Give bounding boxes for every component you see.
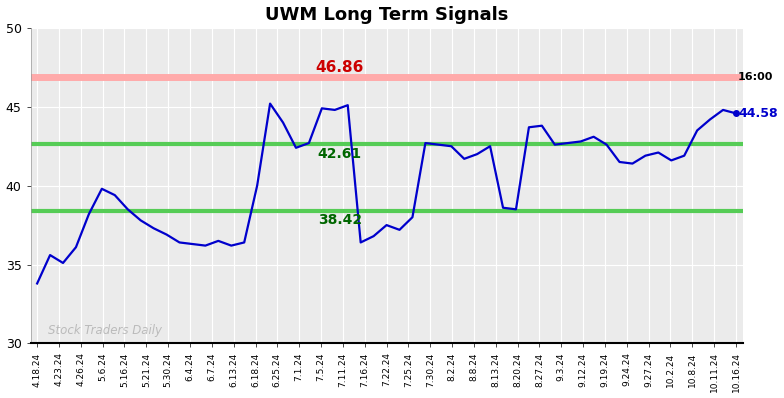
Title: UWM Long Term Signals: UWM Long Term Signals — [265, 6, 508, 23]
Text: 38.42: 38.42 — [318, 213, 362, 227]
Text: 42.61: 42.61 — [318, 147, 362, 161]
Text: 44.58: 44.58 — [739, 107, 778, 120]
Text: 46.86: 46.86 — [316, 60, 364, 75]
Text: 16:00: 16:00 — [739, 72, 774, 82]
Text: Stock Traders Daily: Stock Traders Daily — [48, 324, 162, 337]
